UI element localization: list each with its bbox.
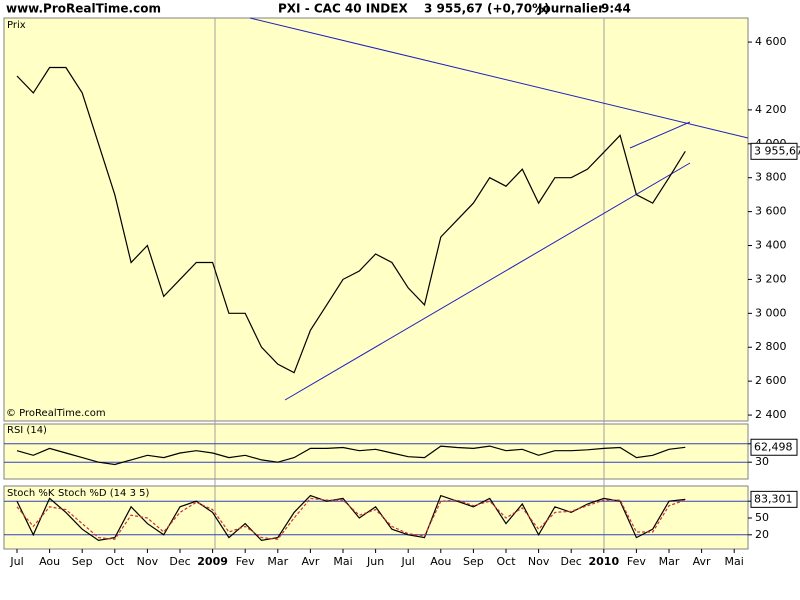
y-axis-label: Prix (7, 20, 26, 31)
period: Journalier (537, 2, 604, 16)
y-tick-label: 2 800 (755, 340, 787, 353)
x-tick-label: Jun (366, 555, 384, 568)
value-label: 83,301 (754, 492, 793, 505)
rsi-panel (3, 423, 749, 480)
x-tick-label: Avr (693, 555, 711, 568)
value-box (750, 490, 798, 508)
trend-line (249, 17, 749, 139)
x-tick-label: Jul (9, 555, 23, 568)
y-tick-label: 3 800 (755, 171, 787, 184)
x-tick-label: 2010 (588, 555, 619, 568)
x-tick-label: Mar (267, 555, 288, 568)
legend-entry: Stoch %D (14 3 5) (58, 488, 149, 499)
value-label: 62,498 (754, 440, 793, 453)
y-tick-label: 2 600 (755, 374, 787, 387)
x-tick-label: Dec (169, 555, 190, 568)
y-tick-label: 3 200 (755, 272, 787, 285)
value-box (750, 142, 798, 160)
series-line (16, 445, 686, 466)
trend-line (629, 121, 691, 149)
x-tick-label: Oct (496, 555, 516, 568)
time: 9:44 (601, 2, 631, 16)
x-tick-label: Aou (39, 555, 60, 568)
y-tick-label: 20 (755, 528, 769, 541)
y-tick-label: 2 400 (755, 408, 787, 421)
y-tick-label: 50 (755, 511, 769, 524)
panel-title: RSI (14) (7, 425, 47, 436)
x-tick-label: Oct (105, 555, 125, 568)
trend-line (284, 162, 691, 401)
x-tick-label: Nov (528, 555, 550, 568)
subtitle: 3 955,67 (+0,70%) (424, 2, 550, 16)
x-tick-label: Dec (561, 555, 582, 568)
x-tick-label: Fev (627, 555, 646, 568)
x-tick-label: Sep (463, 555, 484, 568)
y-tick-label: 3 400 (755, 239, 787, 252)
x-tick-label: Sep (72, 555, 93, 568)
y-tick-label: 30 (755, 455, 769, 468)
x-tick-label: Aou (430, 555, 451, 568)
y-tick-label: 3 600 (755, 205, 787, 218)
title: PXI - CAC 40 INDEX (278, 2, 408, 16)
legend-entry: Stoch %K (7, 488, 55, 499)
x-tick-label: Mai (725, 555, 744, 568)
copyright: © ProRealTime.com (6, 408, 106, 419)
y-tick-label: 4 200 (755, 103, 787, 116)
price-panel (3, 17, 749, 422)
x-tick-label: Mar (659, 555, 680, 568)
stoch-panel (3, 485, 749, 550)
y-tick-label: 3 000 (755, 306, 787, 319)
x-tick-label: Mai (333, 555, 352, 568)
series-line (16, 497, 686, 540)
series-line (16, 66, 686, 374)
x-tick-label: Fev (236, 555, 255, 568)
y-tick-label: 4 600 (755, 35, 787, 48)
x-tick-label: Jul (401, 555, 415, 568)
x-tick-label: Avr (301, 555, 319, 568)
value-box (750, 438, 798, 456)
x-tick-label: 2009 (197, 555, 228, 568)
x-tick-label: Nov (137, 555, 159, 568)
source: www.ProRealTime.com (6, 2, 161, 16)
value-label: 3 955,67 (754, 144, 800, 157)
